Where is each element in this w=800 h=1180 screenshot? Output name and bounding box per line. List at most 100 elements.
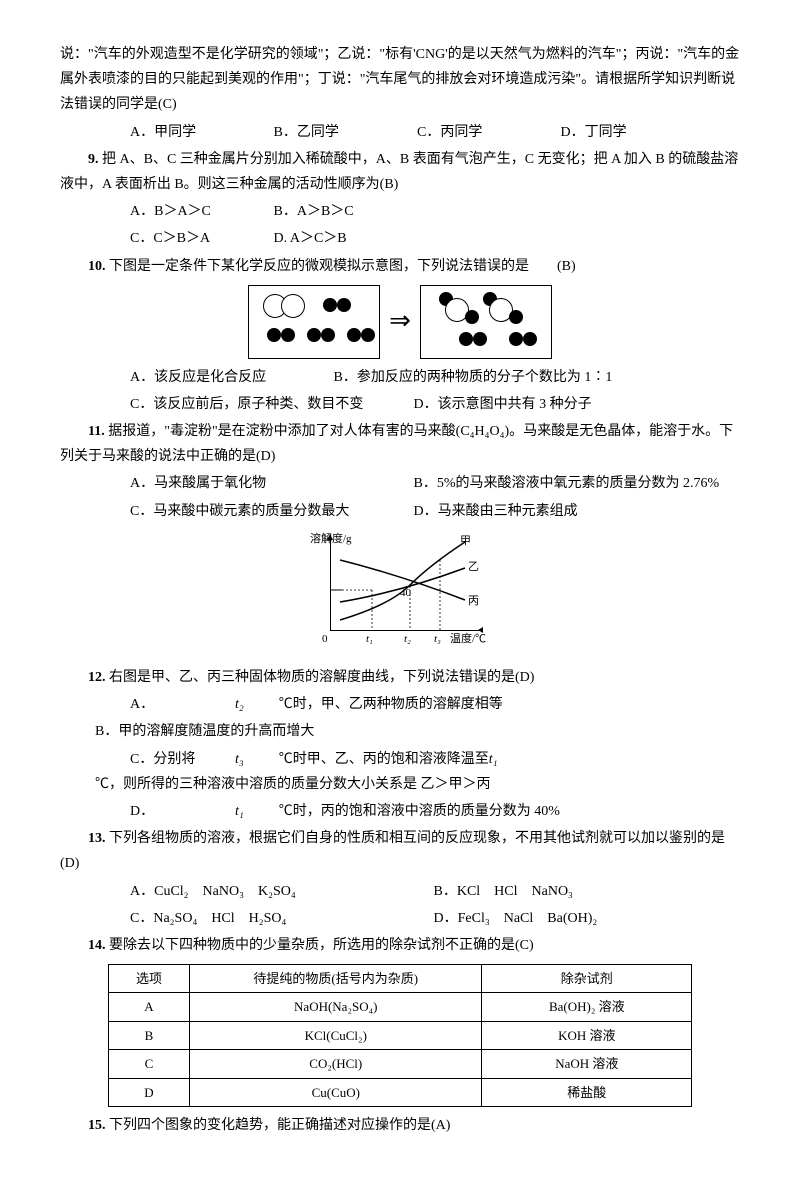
q12d-pre: D． — [95, 799, 235, 824]
cell-b-rea: KOH 溶液 — [482, 1021, 692, 1049]
q13-opt-a: A．CuCl₂ NaNO₃ K₂SO₄ — [95, 879, 395, 904]
chart-y40: 40 — [400, 584, 411, 604]
q10-options-row1: A．该反应是化合反应 B．参加反应的两种物质的分子个数比为 1∶1 — [60, 365, 740, 390]
q12-stem: 右图是甲、乙、丙三种固体物质的溶解度曲线，下列说法错误的是(D) — [106, 670, 535, 685]
q11-opt-d: D．马来酸由三种元素组成 — [379, 499, 578, 524]
q14-table: 选项 待提纯的物质(括号内为杂质) 除杂试剂 A NaOH(Na₂SO₄) Ba… — [108, 964, 693, 1107]
q10-opt-a: A．该反应是化合反应 — [95, 365, 295, 390]
th-substance: 待提纯的物质(括号内为杂质) — [190, 965, 482, 993]
cell-b-sub: KCl(CuCl₂) — [190, 1021, 482, 1049]
q12a-mid: ℃时，甲、乙两种物质的溶解度相等 — [244, 692, 503, 717]
q10-options-row2: C．该反应前后，原子种类、数目不变 D．该示意图中共有 3 种分子 — [60, 392, 740, 417]
q9-options-row1: A．B＞A＞C B．A＞B＞C — [60, 199, 740, 224]
table-row: A NaOH(Na₂SO₄) Ba(OH)₂ 溶液 — [108, 993, 692, 1021]
q13-opt-c: C．Na₂SO₄ HCl H₂SO₄ — [95, 906, 395, 931]
q9-stem: 把 A、B、C 三种金属片分别加入稀硫酸中，A、B 表面有气泡产生，C 无变化；… — [60, 152, 738, 192]
q9-options-row2: C．C＞B＞A D. A＞C＞B — [60, 226, 740, 251]
q12: 12. 右图是甲、乙、丙三种固体物质的溶解度曲线，下列说法错误的是(D) — [60, 665, 740, 690]
q10-opt-c: C．该反应前后，原子种类、数目不变 — [95, 392, 375, 417]
q12c-mid2: ℃，则所得的三种溶液中溶质的质量分数大小关系是 乙＞甲＞丙 — [60, 772, 491, 797]
table-row: C CO₂(HCl) NaOH 溶液 — [108, 1050, 692, 1078]
q11-options-row1: A．马来酸属于氧化物 B．5%的马来酸溶液中氧元素的质量分数为 2.76% — [60, 471, 740, 496]
th-option: 选项 — [108, 965, 190, 993]
chart-t1: t₁ — [366, 630, 373, 650]
th-reagent: 除杂试剂 — [482, 965, 692, 993]
cell-c-rea: NaOH 溶液 — [482, 1050, 692, 1078]
q12d-mid: ℃时，丙的饱和溶液中溶质的质量分数为 40% — [244, 799, 560, 824]
q11-stem: 据报道，"毒淀粉"是在淀粉中添加了对人体有害的马来酸(C₄H₄O₄)。马来酸是无… — [60, 424, 733, 464]
q10-stem: 下图是一定条件下某化学反应的微观模拟示意图，下列说法错误的是 (B) — [106, 259, 576, 274]
table-row: B KCl(CuCl₂) KOH 溶液 — [108, 1021, 692, 1049]
q13-opt-b: B．KCl HCl NaNO₃ — [399, 879, 699, 904]
q12c-pre: C．分别将 — [95, 747, 235, 772]
cell-b-opt: B — [108, 1021, 190, 1049]
q12c-t1: t₁ — [489, 752, 498, 767]
q10-num: 10. — [88, 259, 106, 274]
q11-opt-c: C．马来酸中碳元素的质量分数最大 — [95, 499, 375, 524]
q12-opt-c: C．分别将 t₃℃时甲、乙、丙的饱和溶液降温至 t₁℃，则所得的三种溶液中溶质的… — [60, 747, 740, 797]
q14-num: 14. — [88, 938, 106, 953]
chart-ylabel: 溶解度/g — [310, 530, 352, 550]
products-box — [420, 285, 552, 359]
q9-num: 9. — [88, 152, 99, 167]
q11-num: 11. — [88, 424, 105, 439]
table-header-row: 选项 待提纯的物质(括号内为杂质) 除杂试剂 — [108, 965, 692, 993]
cell-c-opt: C — [108, 1050, 190, 1078]
cell-d-sub: Cu(CuO) — [190, 1078, 482, 1106]
q9-opt-b: B．A＞B＞C — [239, 199, 379, 224]
q13-options-row1: A．CuCl₂ NaNO₃ K₂SO₄ B．KCl HCl NaNO₃ — [60, 879, 740, 904]
cell-d-opt: D — [108, 1078, 190, 1106]
q12c-t3: t₃ — [235, 752, 244, 767]
q8-opt-b: B．乙同学 — [239, 120, 379, 145]
chart-t2: t₂ — [404, 630, 411, 650]
q11-opt-a: A．马来酸属于氧化物 — [95, 471, 375, 496]
q14-stem: 要除去以下四种物质中的少量杂质，所选用的除杂试剂不正确的是(C) — [106, 938, 534, 953]
cell-a-sub: NaOH(Na₂SO₄) — [190, 993, 482, 1021]
q12-opt-d: D．t₁℃时，丙的饱和溶液中溶质的质量分数为 40% — [60, 799, 740, 824]
q9-opt-d: D. A＞C＞B — [239, 226, 379, 251]
q15-num: 15. — [88, 1118, 106, 1133]
cell-c-sub: CO₂(HCl) — [190, 1050, 482, 1078]
chart-bing: 丙 — [468, 592, 479, 612]
q12a-pre: A． — [95, 692, 235, 717]
chart-t3: t₃ — [434, 630, 441, 650]
solubility-chart: 溶解度/g 40 0 t₁ t₂ t₃ 温度/℃ 甲 乙 丙 — [310, 530, 490, 650]
q11-opt-b: B．5%的马来酸溶液中氧元素的质量分数为 2.76% — [379, 471, 720, 496]
q13: 13. 下列各组物质的溶液，根据它们自身的性质和相互间的反应现象，不用其他试剂就… — [60, 826, 740, 876]
q15: 15. 下列四个图象的变化趋势，能正确描述对应操作的是(A) — [60, 1113, 740, 1138]
cell-a-rea: Ba(OH)₂ 溶液 — [482, 993, 692, 1021]
q12-num: 12. — [88, 670, 106, 685]
q13-stem: 下列各组物质的溶液，根据它们自身的性质和相互间的反应现象，不用其他试剂就可以加以… — [60, 831, 725, 871]
q10-opt-b: B．参加反应的两种物质的分子个数比为 1∶1 — [299, 365, 613, 390]
q12d-t1: t₁ — [235, 804, 244, 819]
q14: 14. 要除去以下四种物质中的少量杂质，所选用的除杂试剂不正确的是(C) — [60, 933, 740, 958]
q8-opt-d: D．丁同学 — [526, 120, 666, 145]
q13-options-row2: C．Na₂SO₄ HCl H₂SO₄ D．FeCl₃ NaCl Ba(OH)₂ — [60, 906, 740, 931]
q8-options: A．甲同学 B．乙同学 C．丙同学 D．丁同学 — [60, 120, 740, 145]
q8-opt-c: C．丙同学 — [382, 120, 522, 145]
cell-a-opt: A — [108, 993, 190, 1021]
q11: 11. 据报道，"毒淀粉"是在淀粉中添加了对人体有害的马来酸(C₄H₄O₄)。马… — [60, 419, 740, 469]
molecule-diagram: ⇒ — [60, 285, 740, 359]
q12a-t2: t₂ — [235, 697, 244, 712]
q12-opt-b: B．甲的溶解度随温度的升高而增大 — [60, 719, 740, 744]
chart-xlabel: 温度/℃ — [450, 630, 486, 650]
q8-opt-a: A．甲同学 — [95, 120, 235, 145]
q8-stem-continued: 说："汽车的外观造型不是化学研究的领域"；乙说："标有'CNG'的是以天然气为燃… — [60, 42, 740, 118]
reaction-arrow: ⇒ — [389, 298, 411, 345]
q11-options-row2: C．马来酸中碳元素的质量分数最大 D．马来酸由三种元素组成 — [60, 499, 740, 524]
q9: 9. 把 A、B、C 三种金属片分别加入稀硫酸中，A、B 表面有气泡产生，C 无… — [60, 147, 740, 197]
q13-opt-d: D．FeCl₃ NaCl Ba(OH)₂ — [399, 906, 699, 931]
table-row: D Cu(CuO) 稀盐酸 — [108, 1078, 692, 1106]
q9-opt-a: A．B＞A＞C — [95, 199, 235, 224]
q9-opt-c: C．C＞B＞A — [95, 226, 235, 251]
q13-num: 13. — [88, 831, 106, 846]
reactants-box — [248, 285, 380, 359]
chart-zero: 0 — [322, 630, 328, 650]
q10: 10. 下图是一定条件下某化学反应的微观模拟示意图，下列说法错误的是 (B) — [60, 254, 740, 279]
solubility-chart-wrapper: 溶解度/g 40 0 t₁ t₂ t₃ 温度/℃ 甲 乙 丙 — [60, 530, 740, 659]
chart-yi: 乙 — [468, 558, 479, 578]
q10-opt-d: D．该示意图中共有 3 种分子 — [379, 392, 592, 417]
q12-opt-a: A．t₂℃时，甲、乙两种物质的溶解度相等 — [60, 692, 740, 717]
chart-jia: 甲 — [460, 532, 471, 552]
